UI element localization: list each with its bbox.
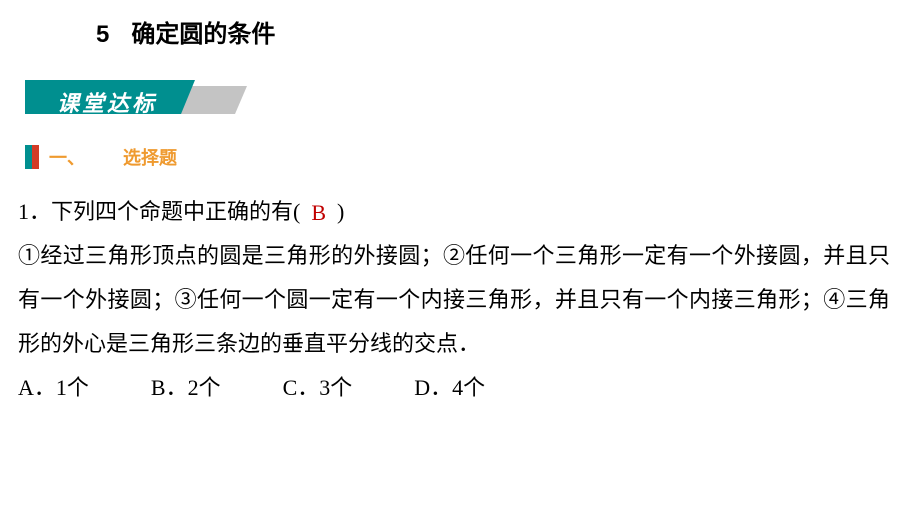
option-a: A．1个 (18, 366, 89, 410)
chapter-text: 确定圆的条件 (131, 21, 275, 48)
question-body: ①经过三角形顶点的圆是三角形的外接圆；②任何一个三角形一定有一个外接圆，并且只有… (18, 234, 890, 366)
option-d: D．4个 (414, 366, 485, 410)
accent-bar-red (32, 145, 39, 169)
banner-label: 课堂达标 (57, 86, 157, 118)
question-number: 1． (18, 199, 51, 224)
options-row: A．1个 B．2个 C．3个 D．4个 (18, 366, 890, 410)
subsection-heading: 一、 选择题 (25, 144, 177, 172)
chapter-number: 5 (96, 21, 109, 48)
option-b: B．2个 (151, 366, 221, 410)
question-block: 1．下列四个命题中正确的有( B ) ①经过三角形顶点的圆是三角形的外接圆；②任… (18, 190, 890, 410)
subsection-number: 一、 (49, 144, 85, 170)
subsection-label: 选择题 (123, 144, 177, 170)
stem-after: ) (337, 199, 344, 224)
slide-page: 5 确定圆的条件 课堂达标 一、 选择题 1．下列四个命题中正确的有( B ) ①经… (0, 0, 920, 518)
chapter-title: 5 确定圆的条件 (96, 14, 275, 49)
section-banner: 课堂达标 (25, 80, 255, 118)
option-c: C．3个 (283, 366, 353, 410)
question-stem: 1．下列四个命题中正确的有( B ) (18, 190, 890, 234)
stem-before: 下列四个命题中正确的有( (51, 199, 300, 224)
accent-bar-teal (25, 145, 32, 169)
answer-text: B (311, 200, 326, 225)
